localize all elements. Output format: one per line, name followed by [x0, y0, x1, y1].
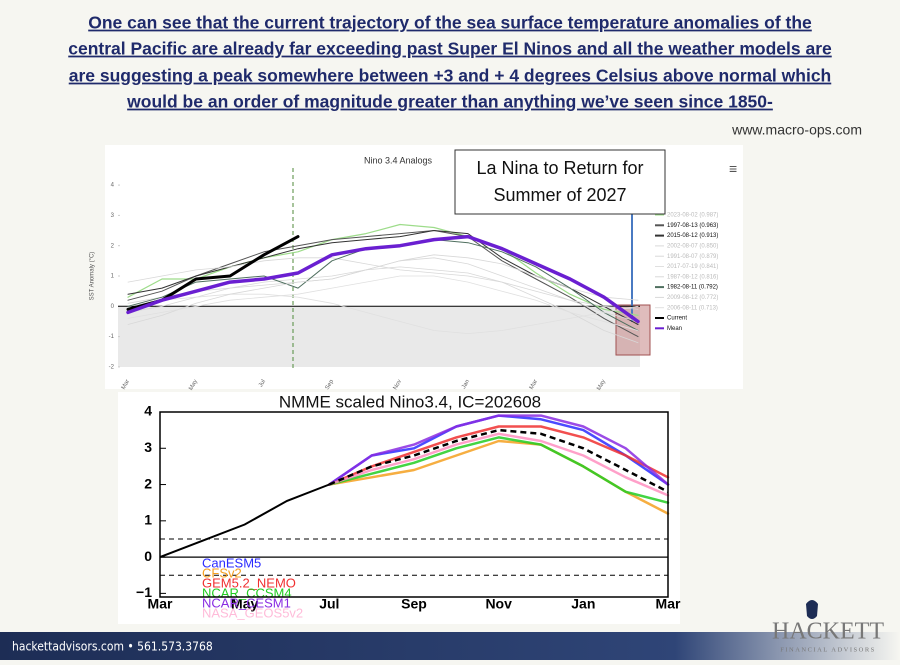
x-tick-label: Nov	[393, 379, 404, 391]
series-line	[127, 223, 639, 316]
y-axis-label: SST Anomaly (°C)	[90, 252, 96, 301]
annotation-box	[454, 149, 666, 215]
annotation: La Nina to Return for	[476, 158, 643, 178]
x-tick-label: Mar	[529, 379, 539, 391]
y-tick-label: 2	[111, 243, 115, 249]
x-tick-label: May	[596, 379, 607, 392]
series-line	[127, 257, 639, 344]
x-tick-label: Jan	[461, 379, 471, 390]
plot-frame	[159, 411, 669, 598]
chart-title: NMME scaled Nino3.4, IC=202608	[279, 392, 541, 411]
x-tick-label: Jul	[319, 596, 339, 612]
x-tick-label: Mar	[148, 596, 173, 612]
header-line: would be an order of magnitude greater t…	[126, 92, 773, 112]
x-tick-label: Mar	[121, 379, 131, 391]
y-tick-label: -1	[109, 334, 115, 340]
footer-contact: hackettadvisors.com • 561.573.3768	[12, 640, 213, 654]
menu-icon[interactable]: ≡	[729, 161, 737, 177]
series-line	[127, 293, 639, 334]
y-tick-label: −1	[136, 584, 152, 600]
observed-line	[159, 483, 330, 559]
legend-label: 2002-08-07 (0.850)	[667, 243, 718, 249]
series-line	[127, 266, 639, 313]
y-tick-label: 0	[144, 548, 152, 564]
footer-bar	[0, 632, 900, 660]
y-tick-label: 0	[111, 304, 115, 310]
header-line: central Pacific are already far exceedin…	[68, 39, 832, 59]
ensemble-mean	[328, 428, 669, 493]
legend-label: 1982-08-11 (0.792)	[667, 285, 718, 291]
series-line	[328, 414, 670, 486]
series-line	[126, 234, 640, 324]
legend-label: GEM5.2_NEMO	[202, 575, 296, 590]
x-tick-label: May	[188, 379, 199, 392]
legend-label: 2006-08-11 (0.713)	[667, 305, 718, 311]
y-tick-label: -2	[109, 364, 115, 370]
y-tick-label: 4	[144, 403, 152, 419]
legend-label: NASA_GEOS5v2	[202, 605, 303, 620]
series-line	[328, 436, 670, 504]
below-zero-band	[118, 306, 640, 367]
plot: -2 -1 0 1 2 3 4 Mar May Jul Sep Nov Jan Mar May 2023-08…	[109, 183, 719, 392]
legend-label: Current	[667, 316, 687, 322]
legend-label: 2015-08-12 (0.913)	[667, 233, 718, 239]
series-line	[127, 275, 639, 331]
y-tick-label: 1	[144, 512, 152, 528]
logo-owl	[806, 600, 818, 619]
x-tick-label: Jan	[571, 596, 595, 612]
header-line: One can see that the current trajectory …	[88, 13, 812, 33]
legend-label: 1987-08-12 (0.816)	[667, 274, 718, 280]
series-line	[127, 230, 639, 338]
legend-label: NCAR_CESM1	[202, 595, 291, 610]
x-tick-label: Mar	[656, 596, 681, 612]
x-tick-label: Sep	[401, 596, 427, 612]
legend-label: 2023-08-02 (0.987)	[667, 213, 718, 219]
annotation: Summer of 2027	[493, 185, 626, 205]
logo-sub: FINANCIAL ADVISORS	[780, 646, 876, 653]
logo: HACKETT	[772, 619, 884, 645]
y-tick-label: 1	[111, 274, 115, 280]
legend-label: CanESM5	[202, 555, 261, 570]
series-line	[127, 257, 639, 325]
y-tick-label: 3	[111, 213, 115, 219]
x-tick-label: Sep	[325, 378, 336, 391]
x-tick-label: Nov	[485, 596, 512, 612]
legend-label: 1991-08-07 (0.879)	[667, 254, 718, 260]
chart-title: Nino 3.4 Analogs	[364, 155, 433, 165]
y-tick-label: 4	[111, 183, 115, 189]
y-tick-label: 3	[144, 439, 152, 455]
x-tick-label: Jul	[258, 379, 267, 389]
legend-label: Mean	[667, 326, 682, 332]
y-tick-label: 2	[144, 475, 152, 491]
header-line: are suggesting a peak somewhere between …	[69, 66, 832, 86]
header: One can see that the current trajectory …	[68, 13, 832, 112]
legend-label: 2017-07-19 (0.841)	[667, 264, 718, 270]
legend-label: 1997-08-13 (0.963)	[667, 223, 718, 229]
x-tick-label: May	[231, 596, 258, 612]
legend-label: CFSv2	[202, 565, 242, 580]
source: www.macro-ops.com	[731, 122, 862, 138]
legend-label: 2009-08-12 (0.772)	[667, 295, 718, 301]
series-line	[328, 432, 670, 497]
